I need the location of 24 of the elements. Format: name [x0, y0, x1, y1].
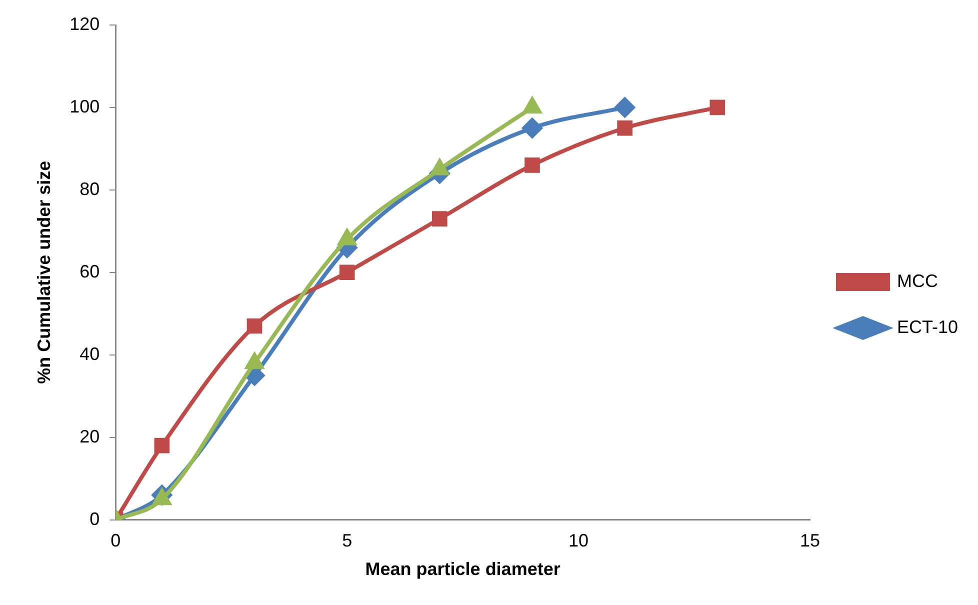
point — [614, 97, 635, 118]
x-tick-label: 15 — [800, 530, 820, 551]
point — [522, 118, 542, 138]
x-axis-title: Mean particle diameter — [365, 559, 560, 580]
point — [154, 438, 170, 454]
y-tick-label: 40 — [80, 344, 100, 364]
x-tick-label: 0 — [110, 530, 121, 551]
point — [246, 318, 262, 334]
y-tick-label: 120 — [70, 14, 100, 34]
y-tick-label: 20 — [80, 426, 100, 446]
x-tick-label: 10 — [568, 530, 589, 551]
x-tick-label: 5 — [342, 530, 352, 551]
y-tick-label: 80 — [80, 178, 100, 199]
point — [617, 120, 632, 136]
point — [710, 100, 726, 116]
point — [432, 211, 448, 226]
point — [524, 158, 540, 173]
point — [339, 264, 355, 280]
legend-label: MCC — [896, 270, 938, 291]
y-tick-label: 60 — [80, 261, 100, 282]
y-tick-label: 0 — [90, 508, 100, 529]
legend-label: ECT-10 — [896, 316, 958, 337]
y-axis-title: %n Cumulative under size — [34, 160, 54, 384]
y-tick-label: 100 — [70, 96, 100, 116]
